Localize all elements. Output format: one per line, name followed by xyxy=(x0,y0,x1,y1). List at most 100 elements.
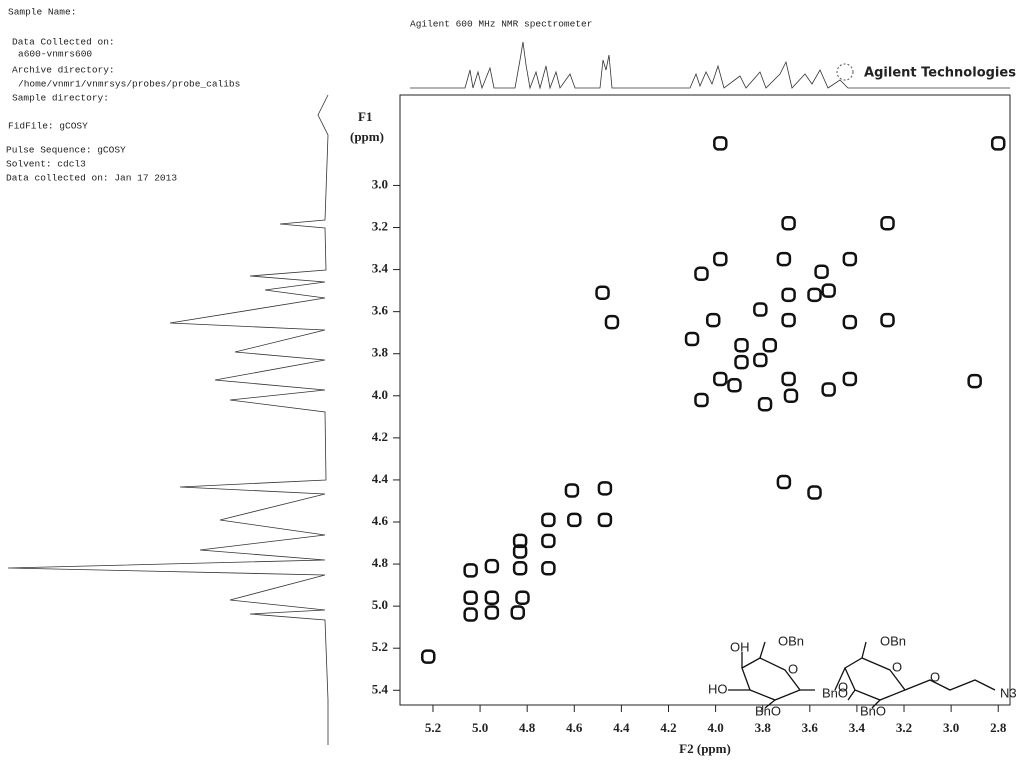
y-tick-label: 4.4 xyxy=(372,471,389,486)
brand: Agilent Technologies xyxy=(864,66,1016,81)
structure-label: N3 xyxy=(1000,685,1017,700)
cross-peak xyxy=(486,560,498,572)
cross-peak xyxy=(736,339,748,351)
cross-peak xyxy=(465,564,477,576)
x-tick-label: 4.8 xyxy=(519,720,536,735)
cross-peak xyxy=(486,592,498,604)
cross-peak xyxy=(422,651,434,663)
cross-peak xyxy=(566,484,578,496)
cross-peak xyxy=(714,373,726,385)
instrument: Agilent 600 MHz NMR spectrometer xyxy=(410,19,592,30)
cross-peak xyxy=(778,253,790,265)
y-tick-label: 4.2 xyxy=(372,429,388,444)
brand-logo xyxy=(837,64,853,80)
cross-peak xyxy=(568,514,580,526)
cross-peak xyxy=(785,390,797,402)
cross-peak xyxy=(512,606,524,618)
structure-label: O xyxy=(930,669,940,684)
x-tick-label: 5.0 xyxy=(472,720,488,735)
cross-peak xyxy=(714,137,726,149)
cross-peak xyxy=(823,285,835,297)
cross-peak xyxy=(486,606,498,618)
cross-peak xyxy=(516,592,528,604)
x-tick-label: 4.6 xyxy=(566,720,583,735)
y-tick-label: 4.8 xyxy=(372,555,389,570)
cross-peak xyxy=(844,373,856,385)
cross-peak xyxy=(695,268,707,280)
y-axis-label: (ppm) xyxy=(350,129,384,144)
plot-frame xyxy=(400,95,1010,705)
cross-peak xyxy=(686,333,698,345)
cross-peak xyxy=(695,394,707,406)
header-line: Sample directory: xyxy=(12,93,109,104)
cross-peak xyxy=(599,514,611,526)
y-tick-label: 3.8 xyxy=(372,345,389,360)
structure-label: OH xyxy=(730,639,750,654)
cross-peak xyxy=(542,514,554,526)
y-axis-label: F1 xyxy=(358,109,372,124)
x-tick-label: 3.6 xyxy=(802,720,819,735)
x-tick-label: 2.8 xyxy=(990,720,1007,735)
cross-peak xyxy=(599,482,611,494)
cross-peak xyxy=(754,354,766,366)
cross-peak xyxy=(465,609,477,621)
cross-peak xyxy=(542,535,554,547)
x-tick-label: 3.2 xyxy=(896,720,912,735)
x-axis-label: F2 (ppm) xyxy=(679,741,731,756)
cross-peak xyxy=(783,289,795,301)
header-line: Data Collected on: xyxy=(12,37,115,48)
header-line: a600-vnmrs600 xyxy=(18,49,92,60)
cross-peak xyxy=(882,217,894,229)
cross-peak xyxy=(816,266,828,278)
x-tick-label: 4.2 xyxy=(660,720,676,735)
header-line: Archive directory: xyxy=(12,65,115,76)
header-line: /home/vnmr1/vnmrsys/probes/probe_calibs xyxy=(18,79,240,90)
header-line: Sample Name: xyxy=(8,7,76,18)
header-line: Pulse Sequence: gCOSY xyxy=(6,145,126,156)
cross-peak xyxy=(707,314,719,326)
cross-peak xyxy=(514,562,526,574)
header-line: Data collected on: Jan 17 2013 xyxy=(6,173,177,184)
header-line: Solvent: cdcl3 xyxy=(6,159,86,170)
structure-label: OBn xyxy=(880,633,906,648)
cross-peak xyxy=(465,592,477,604)
y-tick-label: 3.4 xyxy=(372,261,389,276)
cross-peak xyxy=(778,476,790,488)
cross-peak xyxy=(783,314,795,326)
x-tick-label: 5.2 xyxy=(425,720,441,735)
y-tick-label: 5.2 xyxy=(372,639,388,654)
cross-peak xyxy=(969,375,981,387)
structure-label: O xyxy=(788,661,798,676)
cross-peak xyxy=(844,253,856,265)
cross-peak xyxy=(542,562,554,574)
cross-peak xyxy=(754,304,766,316)
y-tick-label: 3.6 xyxy=(372,303,389,318)
y-tick-label: 3.0 xyxy=(372,176,388,191)
y-tick-label: 4.6 xyxy=(372,513,389,528)
cross-peak xyxy=(992,137,1004,149)
structure-drawing xyxy=(728,642,995,708)
y-tick-label: 5.0 xyxy=(372,597,388,612)
cross-peak xyxy=(882,314,894,326)
x-tick-label: 4.4 xyxy=(613,720,630,735)
structure-label: BnO xyxy=(755,703,781,718)
cross-peak xyxy=(764,339,776,351)
y-tick-label: 3.2 xyxy=(372,219,388,234)
x-tick-label: 3.8 xyxy=(755,720,772,735)
y-tick-label: 5.4 xyxy=(372,681,389,696)
x-tick-label: 3.0 xyxy=(943,720,959,735)
cross-peak xyxy=(844,316,856,328)
cross-peak xyxy=(809,289,821,301)
x-tick-label: 4.0 xyxy=(707,720,723,735)
cross-peak xyxy=(597,287,609,299)
cross-peak xyxy=(759,398,771,410)
cross-peak xyxy=(809,487,821,499)
y-tick-label: 4.0 xyxy=(372,387,388,402)
cross-peak xyxy=(606,316,618,328)
left-projection xyxy=(8,95,328,745)
cross-peak xyxy=(783,373,795,385)
structure-label: BnO xyxy=(860,703,886,718)
cross-peak xyxy=(714,253,726,265)
cross-peak xyxy=(736,356,748,368)
structure-label: OBn xyxy=(778,633,804,648)
